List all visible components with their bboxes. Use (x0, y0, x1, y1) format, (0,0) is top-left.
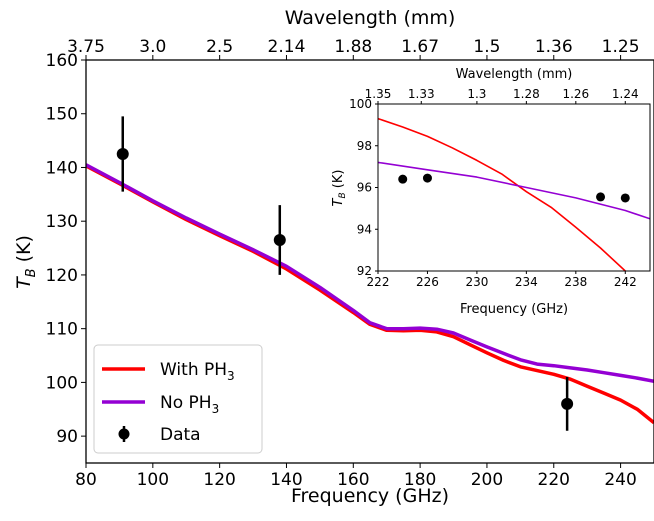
main-top-axis-label: Wavelength (mm) (285, 7, 456, 29)
inset-x-tick-label: 234 (515, 275, 538, 289)
main-x-tick-label: 220 (538, 470, 570, 490)
inset-background (366, 99, 651, 275)
legend-no-ph3-subscript: 3 (212, 402, 220, 416)
main-data-point (274, 234, 286, 246)
inset-x-tick-label: 230 (465, 275, 488, 289)
main-x-tick-label: 80 (75, 470, 97, 490)
inset-top-tick-label: 1.35 (365, 87, 392, 101)
inset-y-axis-label: TB (K) (331, 170, 348, 207)
inset-x-tick-label: 242 (614, 275, 637, 289)
main-top-wavelength-ticks: 3.75 3.0 2.5 2.14 1.88 1.67 1.5 1.36 1.25 (67, 37, 639, 60)
main-y-tick-label: 120 (46, 266, 78, 286)
main-top-tick-label: 1.36 (535, 37, 573, 57)
legend: With PH3 No PH3 Data (94, 345, 262, 453)
legend-label-data: Data (160, 425, 201, 445)
inset-top-tick-label: 1.24 (612, 87, 639, 101)
inset-top-tick-label: 1.28 (513, 87, 540, 101)
main-top-tick-label: 1.67 (401, 37, 439, 57)
inset-data-point (596, 192, 605, 201)
main-top-tick-label: 1.5 (473, 37, 500, 57)
inset-top-tick-label: 1.26 (562, 87, 589, 101)
legend-with-ph3-subscript: 3 (227, 369, 235, 383)
legend-no-ph3-text: No PH (160, 393, 212, 413)
legend-label-no-ph3: No PH3 (160, 393, 219, 416)
inset-x-axis-label: Frequency (GHz) (460, 302, 568, 317)
inset-data-point (423, 174, 432, 183)
inset-x-tick-label: 238 (564, 275, 587, 289)
inset-y-tick-label: 94 (357, 222, 372, 236)
inset-top-tick-label: 1.33 (408, 87, 435, 101)
main-top-tick-label: 2.5 (206, 37, 233, 57)
main-x-tick-label: 200 (471, 470, 503, 490)
main-top-tick-label: 3.0 (139, 37, 166, 57)
main-y-tick-label: 130 (46, 212, 78, 232)
inset-top-axis-label: Wavelength (mm) (456, 67, 573, 82)
main-y-label-unit: (K) (13, 235, 35, 268)
main-y-tick-label: 140 (46, 158, 78, 178)
main-y-tick-label: 90 (56, 427, 78, 447)
main-data-point (117, 148, 129, 160)
main-y-tick-label: 110 (46, 320, 78, 340)
inset-data-point (398, 175, 407, 184)
main-x-tick-label: 240 (604, 470, 636, 490)
main-top-tick-label: 1.88 (334, 37, 372, 57)
legend-with-ph3-text: With PH (160, 360, 227, 380)
main-top-tick-label: 2.14 (268, 37, 306, 57)
legend-swatch-data-marker (119, 429, 130, 440)
inset-y-tick-label: 92 (357, 264, 372, 278)
main-y-tick-label: 150 (46, 105, 78, 125)
main-data-point (561, 398, 573, 410)
inset-y-label-unit: (K) (331, 170, 346, 193)
inset-y-tick-label: 98 (357, 139, 372, 153)
inset-data-point (621, 193, 630, 202)
legend-label-with-ph3: With PH3 (160, 360, 235, 383)
main-top-tick-label: 3.75 (67, 37, 105, 57)
main-y-tick-label: 100 (46, 373, 78, 393)
main-top-tick-label: 1.25 (602, 37, 640, 57)
inset-x-tick-label: 226 (416, 275, 439, 289)
main-x-axis-label: Frequency (GHz) (291, 485, 449, 507)
inset-top-tick-label: 1.3 (467, 87, 486, 101)
inset-y-tick-label: 96 (357, 181, 372, 195)
main-x-tick-label: 100 (137, 470, 169, 490)
main-y-label-subscript: B (24, 268, 39, 277)
main-x-tick-label: 120 (203, 470, 235, 490)
